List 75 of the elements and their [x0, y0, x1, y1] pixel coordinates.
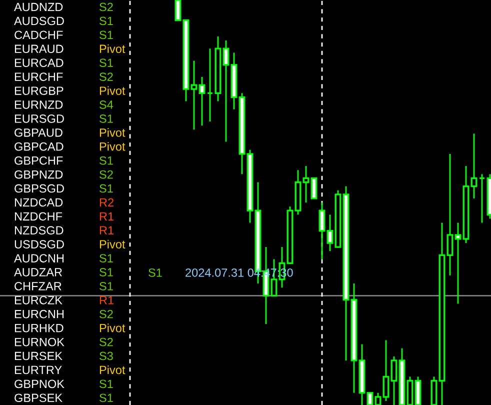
text: CADCHF [14, 30, 63, 40]
text: S1 [100, 58, 113, 68]
text: AUDZAR [14, 268, 62, 276]
text: EURSEK [14, 352, 62, 360]
text: EURSGD [14, 114, 64, 123]
candlestick [446, 153, 454, 276]
text: GBPNOK [14, 380, 64, 388]
text: Pivot [100, 142, 126, 151]
text: CHFZAR [14, 282, 62, 290]
text: S1 [100, 114, 113, 123]
text: Pivot [100, 128, 126, 137]
candlestick [198, 76, 206, 126]
candlestick [470, 132, 478, 200]
text: EURHKD [14, 324, 64, 332]
text: EURCNH [14, 310, 64, 318]
text: GBPCHF [14, 156, 63, 165]
text: S2 [100, 170, 113, 179]
text: USDSGD [14, 240, 64, 248]
text: S2 [100, 2, 113, 12]
text: Pivot [100, 240, 126, 248]
candlestick [382, 340, 390, 402]
text: R1 [100, 212, 114, 220]
text: NZDCAD [14, 198, 63, 207]
candlestick [366, 392, 374, 405]
text: S2 [100, 338, 113, 346]
candlestick [390, 356, 398, 405]
candlestick [222, 40, 230, 142]
text: S1 [100, 156, 113, 165]
candlestick [206, 48, 214, 122]
candlestick [374, 392, 382, 405]
text: EURGBP [14, 86, 64, 95]
text: GBPSGD [14, 184, 64, 193]
text: AUDCNH [14, 254, 64, 262]
candlestick [174, 0, 182, 22]
text: S1 [148, 268, 162, 277]
text: AUDSGD [14, 16, 64, 26]
text: S1 [100, 380, 113, 388]
text: S3 [100, 352, 113, 360]
text: NZDSGD [14, 226, 64, 235]
text: S1 [100, 30, 113, 40]
text: EURTRY [14, 366, 62, 374]
text: S2 [100, 310, 113, 318]
text: R1 [100, 226, 114, 234]
text: S1 [100, 282, 113, 290]
text: EURCAD [14, 58, 64, 68]
text: S4 [100, 100, 114, 109]
text: EURNZD [14, 100, 63, 109]
text: R1 [100, 296, 114, 304]
text: S1 [100, 254, 113, 262]
candlestick [454, 222, 462, 304]
candlestick [310, 177, 318, 200]
text: S2 [100, 72, 113, 81]
text: Pivot [100, 86, 126, 95]
text: NZDCHF [14, 212, 62, 221]
text: S1 [100, 268, 113, 276]
text: Pivot [100, 44, 126, 54]
text: Pivot [100, 324, 126, 332]
text: GBPSEK [14, 394, 62, 402]
text: EURNOK [14, 338, 64, 346]
text: AUDNZD [14, 2, 63, 12]
candlestick [190, 60, 198, 130]
text: S1 [100, 16, 113, 26]
text: GBPCAD [14, 142, 64, 151]
candlestick [302, 165, 310, 204]
text: S1 [100, 394, 113, 402]
candlestick [326, 214, 334, 252]
text: EURCHF [14, 72, 63, 81]
text: EURCZK [14, 296, 62, 304]
text: GBPAUD [14, 128, 62, 137]
candlestick [478, 173, 486, 224]
text: GBPNZD [14, 170, 63, 179]
text: R2 [100, 198, 114, 206]
text: EURAUD [14, 44, 64, 54]
text: S1 [100, 184, 113, 193]
text: Pivot [100, 365, 126, 374]
